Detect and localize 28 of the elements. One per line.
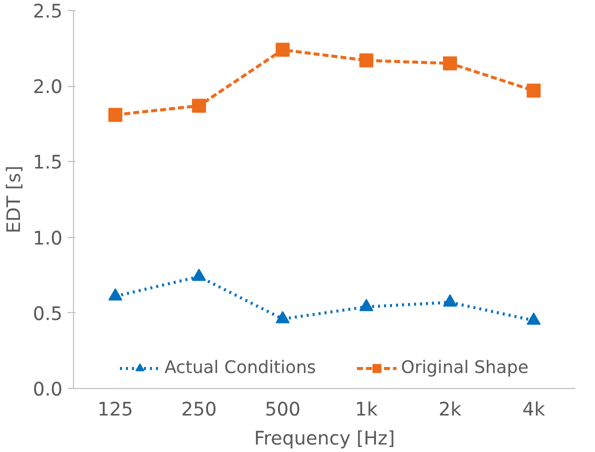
point xyxy=(276,310,290,324)
y-tick-label: 0.0 xyxy=(32,380,62,400)
legend-label: Actual Conditions xyxy=(164,358,316,378)
x-tick-label: 500 xyxy=(264,400,300,420)
y-tick-label: 2.5 xyxy=(32,2,62,22)
point xyxy=(526,84,541,98)
x-tick-label: 2k xyxy=(438,400,462,420)
point xyxy=(108,108,122,122)
y-tick-label: 1.0 xyxy=(32,228,62,250)
point xyxy=(108,288,122,301)
y-tick-label: 2.0 xyxy=(32,77,62,98)
point xyxy=(443,294,457,307)
x-tick-label: 4k xyxy=(522,400,546,420)
legend-label: Original Shape xyxy=(400,358,529,378)
point xyxy=(192,98,206,113)
point xyxy=(359,53,374,68)
x-tick-label: 1k xyxy=(354,400,378,420)
y-axis-title: EDT [s] xyxy=(4,166,25,234)
point xyxy=(192,268,206,281)
point xyxy=(526,312,541,325)
point xyxy=(359,298,374,312)
point xyxy=(443,56,457,70)
x-axis-title: Frequency [Hz] xyxy=(254,428,395,450)
x-tick-label: 250 xyxy=(181,400,217,420)
y-tick-label: 0.5 xyxy=(32,304,62,325)
x-tick-label: 125 xyxy=(98,400,134,420)
y-tick-label: 1.5 xyxy=(32,152,62,174)
point xyxy=(276,42,290,57)
